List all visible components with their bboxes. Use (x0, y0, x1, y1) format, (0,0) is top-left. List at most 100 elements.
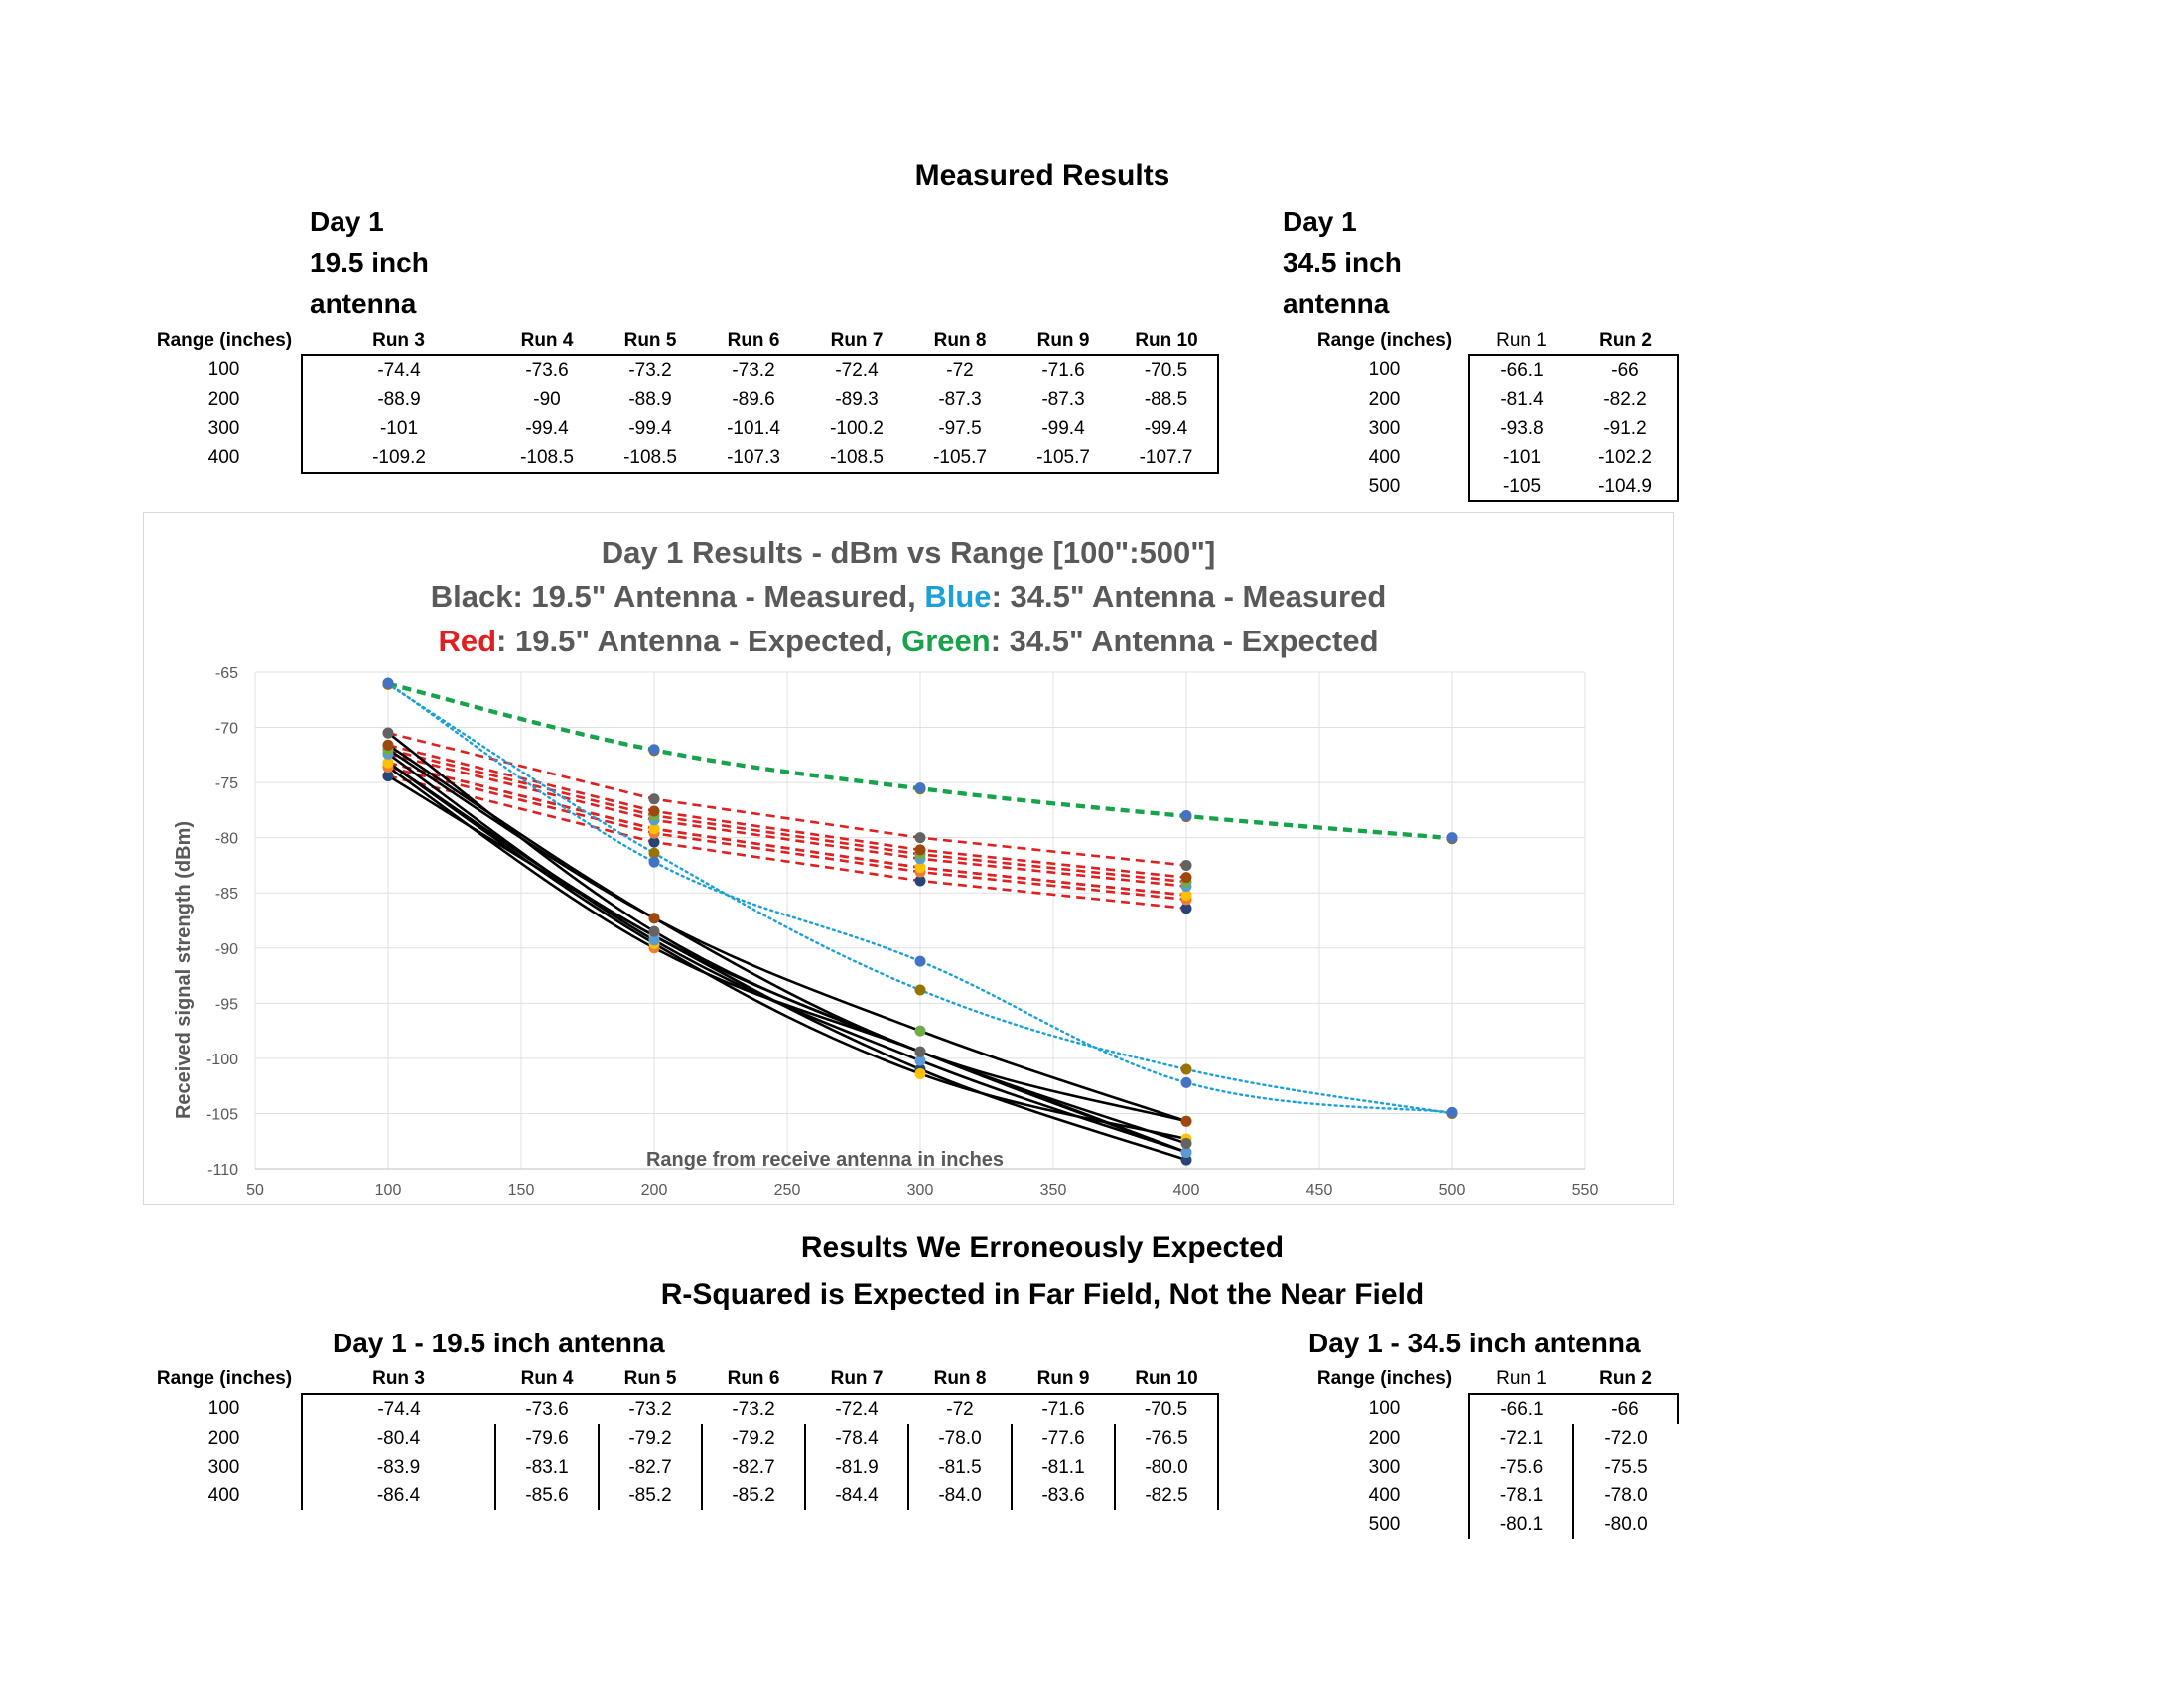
data-point (1180, 872, 1192, 884)
value-cell: -99.4 (628, 417, 672, 439)
chart-title-segment: Green (901, 624, 991, 658)
value-cell: -100.2 (830, 417, 884, 439)
column-header: Run 7 (830, 329, 884, 351)
measured-left-header-line: Day 1 (310, 207, 384, 237)
value-cell: -66 (1573, 1393, 1679, 1424)
column-header: Range (inches) (156, 1368, 293, 1389)
range-cell: 300 (1368, 1456, 1401, 1477)
range-cell: 500 (1368, 476, 1401, 496)
column-header: Run 1 (1496, 329, 1547, 351)
chart-title-segment: : 34.5" Antenna - Expected (991, 624, 1379, 658)
table-row: 100 -66.1 -66 (1300, 1393, 1679, 1424)
measured-left-header-line: antenna (310, 288, 417, 319)
column-header: Run 4 (520, 329, 574, 351)
column-header: Run 1 (1496, 1367, 1547, 1389)
measured-right-header-line: 34.5 inch (1283, 247, 1402, 278)
measured-right-header-line: Day 1 (1283, 207, 1357, 237)
value-cell: -73.2 (702, 1393, 805, 1424)
expected-subtitle: R-Squared is Expected in Far Field, Not … (660, 1278, 1425, 1311)
series-line-measured-19-5 (386, 761, 1188, 1141)
y-tick-label: -105 (206, 1106, 238, 1123)
value-cell: -99.4 (1041, 417, 1085, 439)
data-point (1446, 832, 1458, 844)
column-header: Run 3 (372, 1367, 425, 1389)
table-row: 300 -93.8 -91.2 (1300, 414, 1679, 443)
value-cell: -105.7 (1012, 443, 1115, 474)
data-point (914, 782, 926, 794)
data-point (648, 934, 660, 946)
value-cell: -85.2 (599, 1481, 703, 1510)
x-tick-label: 250 (774, 1182, 801, 1198)
series-line-expected-19-5 (387, 748, 1187, 884)
range-cell: 100 (207, 1398, 240, 1419)
value-cell: -99.4 (1115, 414, 1219, 443)
table-row: 500 -105 -104.9 (1300, 472, 1679, 502)
y-tick-label: -70 (215, 721, 238, 738)
value-cell: -79.2 (702, 1424, 806, 1453)
value-cell: -101 (301, 414, 495, 443)
range-cell: 300 (207, 417, 240, 439)
data-point (914, 1025, 926, 1037)
column-header: Run 2 (1599, 1367, 1652, 1389)
value-cell: -83.6 (1012, 1481, 1116, 1510)
column-header: Range (inches) (1316, 1368, 1453, 1389)
value-cell: -79.6 (495, 1424, 600, 1453)
measured-right-header-line: antenna (1283, 288, 1390, 319)
series-line-expected-19-5 (387, 766, 1187, 902)
chart-title-line: Red: 19.5" Antenna - Expected, Green: 34… (438, 624, 1378, 658)
measured-left-header: Day 1 19.5 inch antenna (310, 202, 429, 324)
series-line-measured-34-5 (386, 681, 1454, 1114)
measured-right-table: Range (inches) Run 1 Run 2 100 -66.1 -66… (1300, 326, 1679, 502)
range-cell: 100 (1368, 359, 1401, 380)
value-cell: -72.0 (1604, 1427, 1648, 1449)
table-row: 400 -86.4 -85.6 -85.2 -85.2 -84.4 -84.0 … (147, 1481, 1219, 1510)
measured-left-header-line: 19.5 inch (310, 247, 429, 278)
range-cell: 200 (207, 388, 240, 410)
data-point (914, 875, 926, 887)
column-header: Run 5 (623, 329, 677, 351)
series-line-measured-19-5 (386, 752, 1188, 1154)
data-point (914, 832, 926, 844)
chart-title-segment: Blue (924, 579, 991, 614)
range-cell: 100 (207, 359, 240, 380)
data-point (1180, 889, 1192, 901)
value-cell: -89.3 (835, 388, 879, 410)
value-cell: -107.7 (1115, 443, 1219, 474)
x-tick-label: 350 (1040, 1182, 1067, 1198)
value-cell: -81.5 (908, 1453, 1013, 1481)
table-row: 400 -101 -102.2 (1300, 443, 1679, 472)
value-cell: -66 (1573, 354, 1679, 385)
range-cell: 100 (1368, 1398, 1401, 1419)
value-cell: -74.4 (301, 354, 495, 385)
table-row: 400 -78.1 -78.0 (1300, 1481, 1678, 1510)
y-tick-label: -95 (215, 996, 238, 1013)
data-point (382, 677, 394, 689)
x-tick-label: 100 (375, 1182, 402, 1198)
x-tick-label: 400 (1173, 1182, 1200, 1198)
series-line-expected-19-5 (387, 761, 1187, 897)
x-tick-label: 550 (1572, 1182, 1599, 1198)
data-point (382, 770, 394, 781)
value-cell: -78.1 (1468, 1481, 1574, 1510)
data-point (1180, 1115, 1192, 1127)
range-cell: 400 (207, 447, 240, 468)
range-cell: 300 (1368, 417, 1401, 439)
y-tick-label: -100 (206, 1052, 238, 1068)
x-tick-label: 50 (246, 1182, 264, 1198)
data-point (1446, 1106, 1458, 1118)
x-tick-label: 500 (1439, 1182, 1466, 1198)
data-point (648, 856, 660, 868)
chart-title-segment: Red (438, 624, 496, 658)
data-point (1180, 1063, 1192, 1075)
y-tick-label: -75 (215, 775, 238, 792)
gridlines (254, 671, 1586, 1170)
value-cell: -90 (533, 388, 561, 410)
value-cell: -80.0 (1604, 1513, 1648, 1535)
column-header: Run 6 (727, 1367, 780, 1389)
range-cell: 200 (1368, 1427, 1401, 1449)
x-tick-label: 300 (907, 1182, 934, 1198)
data-point (648, 823, 660, 835)
value-cell: -84.4 (805, 1481, 909, 1510)
value-cell: -102.2 (1573, 443, 1679, 472)
value-cell: -66.1 (1468, 1393, 1573, 1424)
